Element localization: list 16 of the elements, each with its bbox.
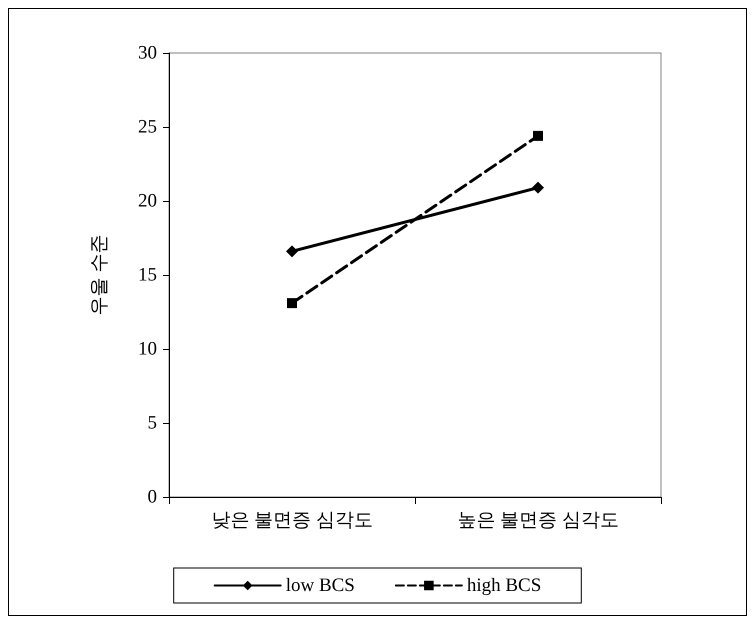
y-tick-label: 0 bbox=[148, 486, 157, 508]
y-tick-label: 25 bbox=[138, 116, 157, 138]
x-tick-label: 높은 불면증 심각도 bbox=[457, 510, 619, 531]
point bbox=[287, 298, 297, 308]
legend-label: high BCS bbox=[466, 575, 542, 596]
point bbox=[532, 182, 544, 194]
y-tick-label: 20 bbox=[138, 190, 157, 212]
y-tick-label: 5 bbox=[148, 412, 157, 434]
point bbox=[286, 245, 298, 258]
legend-label: low BCS bbox=[286, 575, 355, 596]
y-tick-label: 10 bbox=[138, 338, 157, 360]
y-tick-label: 15 bbox=[138, 264, 157, 286]
point bbox=[533, 130, 543, 141]
y-axis-title: 우울 수준 bbox=[89, 234, 110, 316]
x-tick-label: 낮은 불면증 심각도 bbox=[211, 510, 373, 531]
y-tick-label: 30 bbox=[138, 42, 157, 64]
